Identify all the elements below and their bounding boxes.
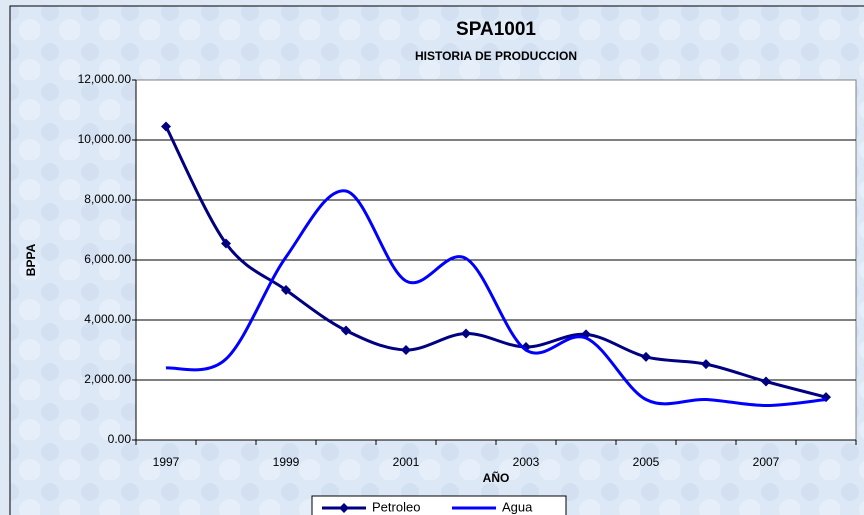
marker	[161, 121, 171, 132]
y-axis-label: BPPA	[24, 243, 38, 276]
chart-subtitle: HISTORIA DE PRODUCCION	[415, 49, 577, 63]
chart-title: SPA1001	[456, 19, 536, 40]
legend-marker	[339, 503, 349, 513]
series-line	[165, 189, 827, 408]
x-tick-label: 2003	[513, 455, 540, 469]
y-tick-label: 8,000.00	[84, 192, 131, 206]
y-tick-label: 0.00	[108, 432, 132, 446]
x-tick-label: 2005	[633, 455, 660, 469]
marker	[461, 328, 471, 339]
x-tick-label: 2007	[753, 455, 780, 469]
marker	[341, 325, 351, 336]
y-tick-label: 6,000.00	[84, 252, 131, 266]
x-tick-label: 1999	[273, 455, 300, 469]
marker	[761, 376, 771, 387]
y-tick-label: 4,000.00	[84, 312, 131, 326]
marker	[281, 285, 291, 295]
x-tick-label: 2001	[393, 455, 420, 469]
legend	[311, 495, 567, 515]
marker	[701, 359, 711, 370]
legend-label: Agua	[502, 499, 533, 514]
marker	[401, 345, 411, 355]
x-tick-label: 1997	[153, 455, 180, 469]
marker	[641, 351, 651, 362]
legend-label: Petroleo	[372, 499, 420, 514]
x-axis-label: AÑO	[483, 470, 510, 485]
marker	[221, 238, 231, 249]
y-tick-label: 10,000.00	[78, 132, 132, 146]
y-tick-label: 12,000.00	[78, 72, 132, 86]
y-tick-label: 2,000.00	[84, 372, 131, 386]
